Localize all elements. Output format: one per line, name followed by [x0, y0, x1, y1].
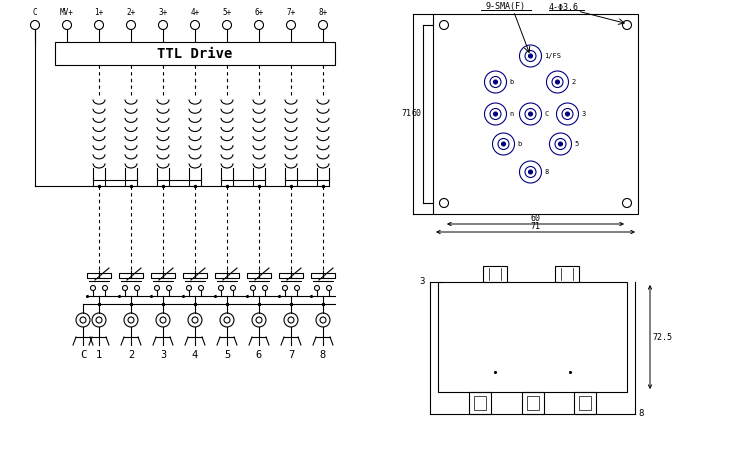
Bar: [554, 266, 578, 282]
Bar: [227, 273, 239, 278]
Text: 4+: 4+: [190, 8, 200, 17]
Text: 7: 7: [288, 350, 294, 360]
Text: 8+: 8+: [318, 8, 328, 17]
Bar: [311, 273, 323, 278]
Bar: [433, 14, 638, 214]
Text: 60: 60: [411, 110, 421, 118]
Bar: [183, 273, 195, 278]
Circle shape: [501, 142, 505, 146]
Bar: [87, 273, 99, 278]
Bar: [119, 273, 131, 278]
Bar: [323, 273, 335, 278]
Text: C: C: [544, 111, 549, 117]
Bar: [195, 273, 207, 278]
Text: 72.5: 72.5: [652, 332, 672, 342]
Circle shape: [529, 112, 532, 116]
Bar: [483, 266, 507, 282]
Text: C: C: [80, 350, 86, 360]
Text: 4: 4: [192, 350, 198, 360]
Circle shape: [494, 112, 498, 116]
Bar: [55, 42, 335, 65]
Bar: [438, 282, 627, 392]
Text: 2: 2: [572, 79, 576, 85]
Circle shape: [494, 80, 498, 84]
Text: 7+: 7+: [287, 8, 296, 17]
Circle shape: [566, 112, 569, 116]
Text: MV+: MV+: [60, 8, 74, 17]
Bar: [247, 273, 259, 278]
Bar: [279, 273, 291, 278]
Bar: [522, 392, 544, 414]
Text: 1/FS: 1/FS: [544, 53, 562, 59]
Text: 4-Φ3.6: 4-Φ3.6: [548, 2, 578, 11]
Text: b: b: [517, 141, 522, 147]
Bar: [579, 396, 591, 410]
Bar: [151, 273, 163, 278]
Text: 6+: 6+: [254, 8, 264, 17]
Bar: [99, 273, 111, 278]
Bar: [259, 273, 271, 278]
Text: 9-SMA(F): 9-SMA(F): [486, 2, 526, 11]
Text: 2+: 2+: [127, 8, 136, 17]
Bar: [291, 273, 303, 278]
Text: n: n: [510, 111, 513, 117]
Text: 8: 8: [638, 410, 643, 419]
Text: 3: 3: [420, 278, 425, 287]
Text: 71: 71: [531, 222, 541, 231]
Bar: [131, 273, 143, 278]
Text: TTL Drive: TTL Drive: [158, 47, 233, 60]
Bar: [526, 396, 538, 410]
Text: C: C: [32, 8, 37, 17]
Text: 2: 2: [128, 350, 134, 360]
Text: b: b: [510, 79, 513, 85]
Circle shape: [529, 170, 532, 174]
Text: 5: 5: [224, 350, 230, 360]
Text: 3+: 3+: [158, 8, 167, 17]
Text: 60: 60: [531, 214, 541, 223]
Bar: [215, 273, 227, 278]
Text: 8: 8: [544, 169, 549, 175]
Text: 5+: 5+: [222, 8, 231, 17]
Text: 6: 6: [256, 350, 262, 360]
Text: 71: 71: [401, 110, 411, 118]
Circle shape: [559, 142, 562, 146]
Text: 1: 1: [96, 350, 102, 360]
Text: 8: 8: [320, 350, 326, 360]
Text: 1+: 1+: [94, 8, 103, 17]
Bar: [163, 273, 175, 278]
Text: 3: 3: [581, 111, 586, 117]
Bar: [468, 392, 491, 414]
Bar: [474, 396, 486, 410]
Bar: [575, 392, 596, 414]
Circle shape: [529, 54, 532, 58]
Text: 5: 5: [575, 141, 579, 147]
Text: 3: 3: [160, 350, 166, 360]
Circle shape: [556, 80, 559, 84]
